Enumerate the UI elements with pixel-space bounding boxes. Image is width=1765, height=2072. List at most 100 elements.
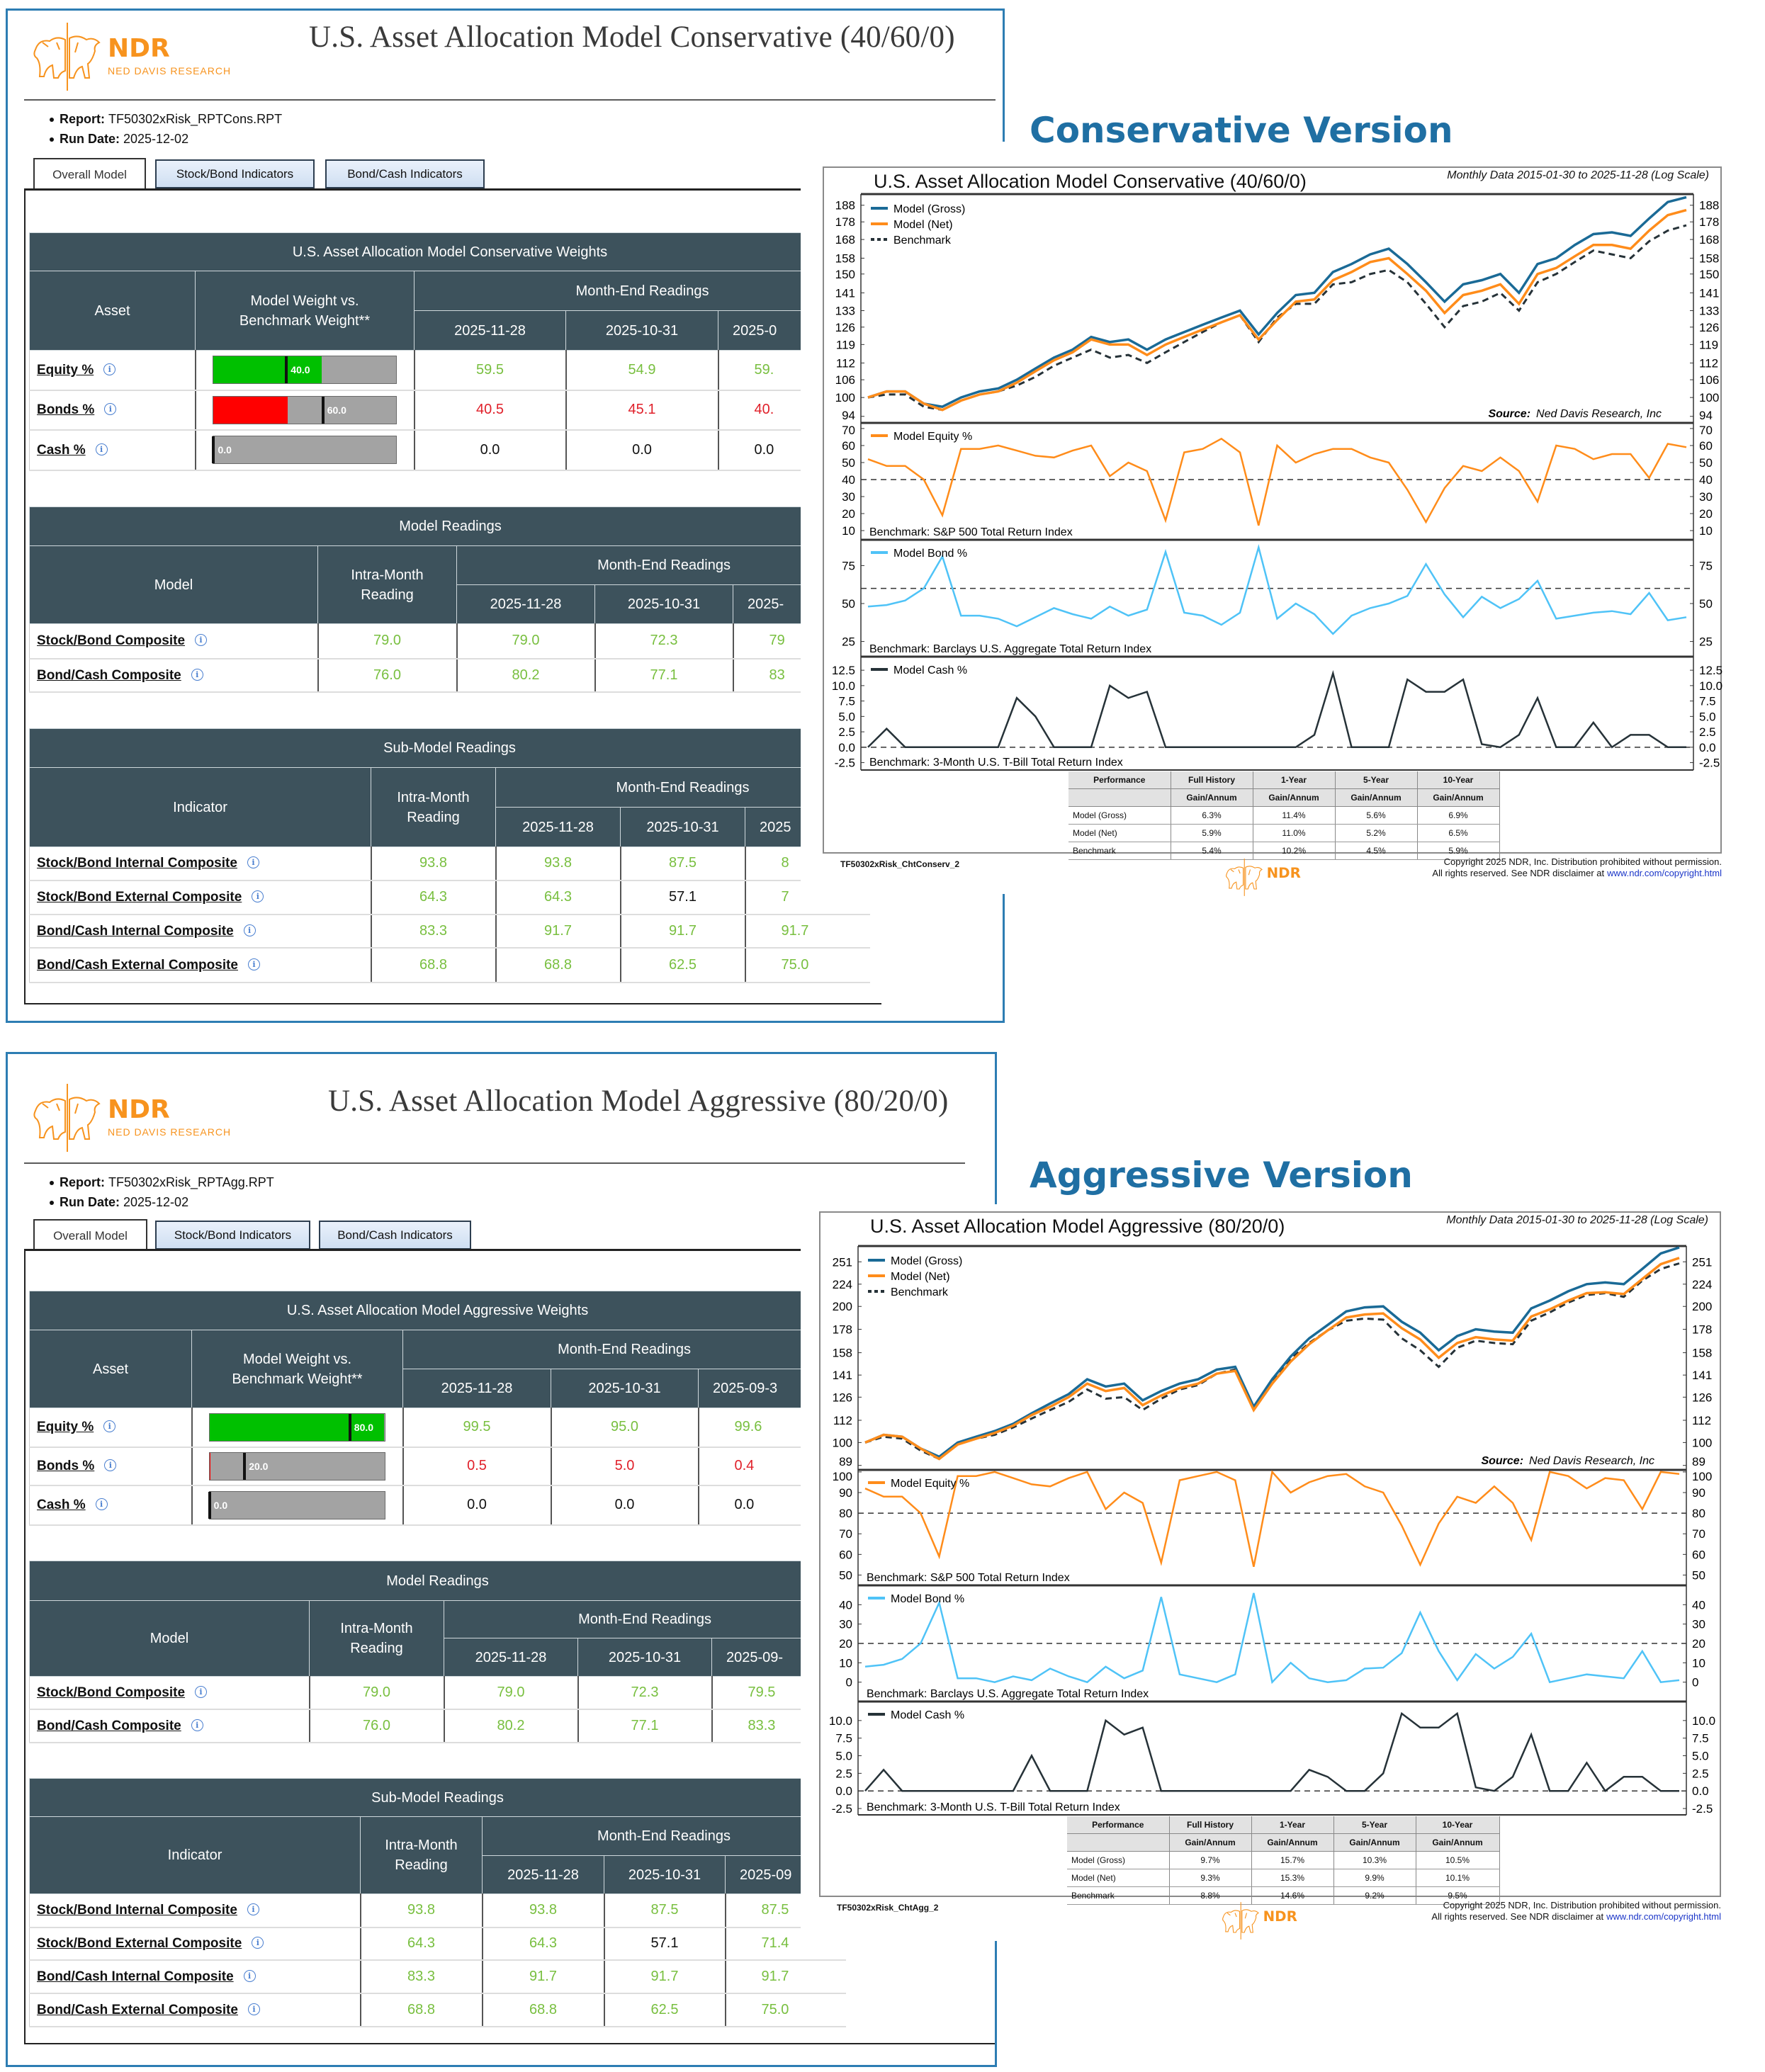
month-end-value: 68.8 [481,1993,604,2027]
series-line-equity [867,437,1687,526]
logo-stroke [1222,1910,1241,1933]
row-link[interactable]: Bond/Cash Internal Composite [37,923,234,939]
tab-stock-bond-indicators[interactable]: Stock/Bond Indicators [155,1221,310,1250]
info-icon[interactable]: i [248,958,260,970]
benchmark-marker [212,436,215,463]
y-tick-label-right: 126 [1699,321,1719,334]
tab-overall-model[interactable]: Overall Model [33,1219,147,1251]
row-link[interactable]: Equity % [37,362,94,378]
row-link[interactable]: Bond/Cash External Composite [37,2002,238,2017]
info-icon[interactable]: i [195,1685,208,1698]
y-tick-label-left: 70 [839,1527,852,1541]
month-end-value: 75.0 [744,947,870,983]
series-line-gross [867,196,1687,409]
row-link[interactable]: Stock/Bond External Composite [37,1936,242,1951]
report-label: Report: [60,112,105,126]
table-title-row: Sub-Model Readings [29,728,870,768]
source-note: Source: Ned Davis Research, Inc [1488,408,1662,420]
info-icon[interactable]: i [95,1498,108,1510]
tab-bond-cash-indicators[interactable]: Bond/Cash Indicators [325,159,485,188]
row-link[interactable]: Bond/Cash Composite [37,1718,181,1733]
benchmark-marker [243,1452,247,1480]
chart-title: U.S. Asset Allocation Model Aggressive (… [870,1216,1285,1237]
perf-row: Model (Net) 9.3% 15.3% 9.9% 10.1% [1067,1869,1500,1887]
series-line-equity [864,1470,1680,1568]
perf-row-label: Model (Gross) [1068,806,1171,825]
logo-stroke [1241,1909,1259,1933]
row-label-cell: Bond/Cash External Composite i [29,947,371,983]
info-icon[interactable]: i [103,1420,116,1433]
logo-subtitle: NED DAVIS RESEARCH [108,1126,232,1138]
y-tick-label-left: 75 [842,559,855,572]
y-tick-label-right: 10.0 [1692,1714,1715,1728]
col-date: 2025-11-28 [414,310,566,351]
copyright-notice: Copyright 2025 NDR, Inc. Distribution pr… [1431,1900,1721,1923]
series-line-net [867,208,1687,412]
info-icon[interactable]: i [103,363,116,375]
row-link[interactable]: Stock/Bond Internal Composite [37,1903,237,1918]
info-icon[interactable]: i [252,1937,264,1949]
copyright-link[interactable]: www.ndr.com/copyright.html [1606,1911,1721,1922]
intra-month-value: 64.3 [370,880,496,915]
row-link[interactable]: Bond/Cash External Composite [37,957,238,973]
col-date: 2025-11-28 [482,1855,604,1894]
row-link[interactable]: Cash % [37,442,86,458]
y-tick-label-right: 50 [1692,1568,1705,1582]
info-icon[interactable]: i [191,668,203,681]
col-date: 2025-11-28 [456,584,595,624]
col-first: Model [29,545,318,624]
row-link[interactable]: Stock/Bond Composite [37,633,186,649]
row-link[interactable]: Bonds % [37,1459,95,1473]
info-icon[interactable]: i [104,403,117,415]
row-link[interactable]: Bonds % [37,402,95,417]
report-value: TF50302xRisk_RPTAgg.RPT [108,1175,274,1189]
row-link[interactable]: Cash % [37,1498,86,1512]
row-link[interactable]: Equity % [37,1420,94,1435]
tab-bond-cash-indicators[interactable]: Bond/Cash Indicators [319,1221,471,1250]
y-tick-label-right: 141 [1699,286,1719,300]
info-icon[interactable]: i [252,890,264,902]
table-title: Sub-Model Readings [29,728,870,768]
copyright-link[interactable]: www.ndr.com/copyright.html [1607,868,1722,878]
info-icon[interactable]: i [247,1903,259,1916]
month-end-value: 93.8 [495,847,621,881]
y-tick-label-left: 2.5 [838,725,855,739]
col-intra: Intra-Month Reading [309,1600,444,1677]
perf-value: 5.6% [1335,806,1418,825]
y-tick-label-left: 158 [833,1347,852,1360]
col-month-end: Month-End Readings [402,1330,847,1369]
info-icon[interactable]: i [243,1969,256,1982]
perf-value: 6.5% [1417,824,1500,842]
row-link[interactable]: Stock/Bond Internal Composite [37,856,237,871]
y-tick-label-right: 50 [1699,597,1713,611]
benchmark-label: Benchmark: 3-Month U.S. T-Bill Total Ret… [867,1801,1120,1813]
y-tick-label-right: 178 [1699,215,1719,229]
y-tick-label-left: 112 [833,1414,852,1427]
month-end-value: 40.5 [413,390,566,431]
benchmark-marker [208,1491,211,1519]
intra-month-value: 79.0 [317,623,457,659]
tab-overall-model[interactable]: Overall Model [33,158,146,190]
info-icon[interactable]: i [95,443,108,455]
month-end-value: 62.5 [603,1993,726,2027]
info-icon[interactable]: i [243,924,256,936]
info-icon[interactable]: i [195,634,208,647]
row-link[interactable]: Stock/Bond External Composite [37,890,242,905]
month-end-value: 64.3 [481,1927,604,1961]
info-icon[interactable]: i [191,1719,203,1731]
info-icon[interactable]: i [104,1459,117,1471]
month-end-value: 80.2 [456,658,595,693]
tab-stock-bond-indicators[interactable]: Stock/Bond Indicators [155,159,315,188]
source-label: Source: [1481,1455,1523,1467]
row-link[interactable]: Bond/Cash Composite [37,667,181,683]
row-link[interactable]: Stock/Bond Composite [37,1685,186,1700]
logo-stroke [69,1097,101,1140]
y-tick-label-left: 0.0 [835,1784,852,1798]
info-icon[interactable]: i [247,856,259,869]
row-link[interactable]: Bond/Cash Internal Composite [37,1969,234,1984]
info-icon[interactable]: i [248,2003,260,2015]
ndr-logo: NDR [1219,1901,1348,1940]
y-tick-label-left: 70 [842,424,855,437]
logo-name: NDR [1266,864,1301,881]
row-label-cell: Bond/Cash Composite i [29,658,318,693]
